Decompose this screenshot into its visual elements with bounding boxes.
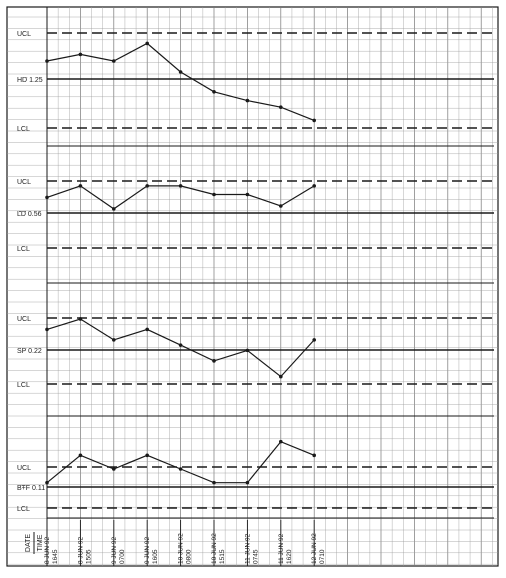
- data-point: [112, 207, 116, 211]
- data-point: [212, 192, 216, 197]
- data-point: [78, 453, 83, 458]
- mean-label: SP 0.22: [17, 348, 42, 355]
- data-point: [279, 374, 283, 379]
- lcl-label: LCL: [17, 506, 30, 513]
- data-point: [145, 327, 149, 332]
- data-point: [212, 480, 216, 485]
- data-point: [279, 439, 283, 444]
- data-point: [245, 98, 250, 103]
- x-tick-date: 8 JUN 92: [77, 537, 84, 564]
- x-tick-time: 0710: [319, 549, 326, 564]
- panel-sp: UCL SP 0.22 LCL: [17, 316, 494, 417]
- data-point: [145, 41, 149, 46]
- data-point: [112, 338, 116, 342]
- data-point: [112, 467, 116, 471]
- x-tick-date: 8 JUN 92: [44, 537, 51, 564]
- lcl-label: LCL: [17, 382, 30, 389]
- mean-label: HD 1.25: [17, 77, 43, 84]
- data-point: [245, 192, 250, 197]
- data-point: [178, 467, 183, 471]
- data-point: [145, 184, 149, 188]
- panel-bf: UCL B+F 0.11 LCL: [17, 439, 494, 519]
- x-tick-time: 0800: [186, 549, 193, 564]
- data-point: [78, 317, 83, 321]
- ucl-label: UCL: [17, 465, 31, 472]
- x-tick-time: 1515: [219, 549, 226, 564]
- data-point: [145, 453, 149, 458]
- ucl-label: UCL: [17, 31, 31, 38]
- data-point: [178, 343, 183, 347]
- x-tick-date: 9 JUN 92: [144, 537, 151, 564]
- data-point: [112, 59, 116, 63]
- x-tick-date: 11 JUN 92: [244, 533, 251, 564]
- lcl-label: LCL: [17, 246, 30, 253]
- x-tick-date: 10 JUN 92: [211, 533, 218, 564]
- data-point: [78, 184, 83, 188]
- x-axis-title-date: DATE: [25, 534, 32, 552]
- grid: [6, 6, 499, 567]
- x-tick-time: 1605: [152, 549, 159, 564]
- x-axis: DATE TIME 8 JUN 92 1645 8 JUN 92 1505 9 JUN …: [25, 520, 326, 566]
- x-tick-time: 1505: [85, 549, 92, 564]
- panel-ld: UCL LD 0.56 LCL: [17, 179, 494, 284]
- data-point: [78, 52, 83, 57]
- data-point: [312, 184, 317, 188]
- x-tick-date: 11 JUN 92: [278, 533, 285, 564]
- data-point: [45, 59, 49, 63]
- data-point: [212, 90, 216, 94]
- x-tick-date: 12 JUN 92: [311, 533, 318, 564]
- lcl-label: LCL: [17, 126, 30, 133]
- data-point: [312, 453, 317, 458]
- data-point: [178, 70, 183, 74]
- x-tick-date: 9 JUN 92: [111, 537, 118, 564]
- mean-label: LD 0.56: [17, 211, 42, 218]
- data-point: [45, 480, 49, 485]
- data-point: [212, 359, 216, 363]
- data-point: [45, 195, 49, 200]
- data-point: [45, 327, 49, 332]
- data-point: [245, 480, 250, 485]
- x-tick-time: 0745: [252, 549, 259, 564]
- ucl-label: UCL: [17, 179, 31, 186]
- x-axis-title-time: TIME: [37, 534, 44, 551]
- data-point: [312, 118, 317, 123]
- data-point: [312, 338, 317, 342]
- ucl-label: UCL: [17, 316, 31, 323]
- x-tick-time: 0700: [119, 549, 126, 564]
- data-point: [279, 204, 283, 208]
- x-tick-date: 10 JUN 92: [178, 533, 185, 564]
- x-tick-time: 1620: [286, 549, 293, 564]
- data-point: [279, 105, 283, 109]
- panel-hd: UCL HD 1.25 LCL: [17, 31, 494, 147]
- data-point: [245, 348, 250, 353]
- mean-label: B+F 0.11: [17, 485, 45, 492]
- x-tick-time: 1645: [52, 549, 59, 564]
- data-point: [178, 184, 183, 188]
